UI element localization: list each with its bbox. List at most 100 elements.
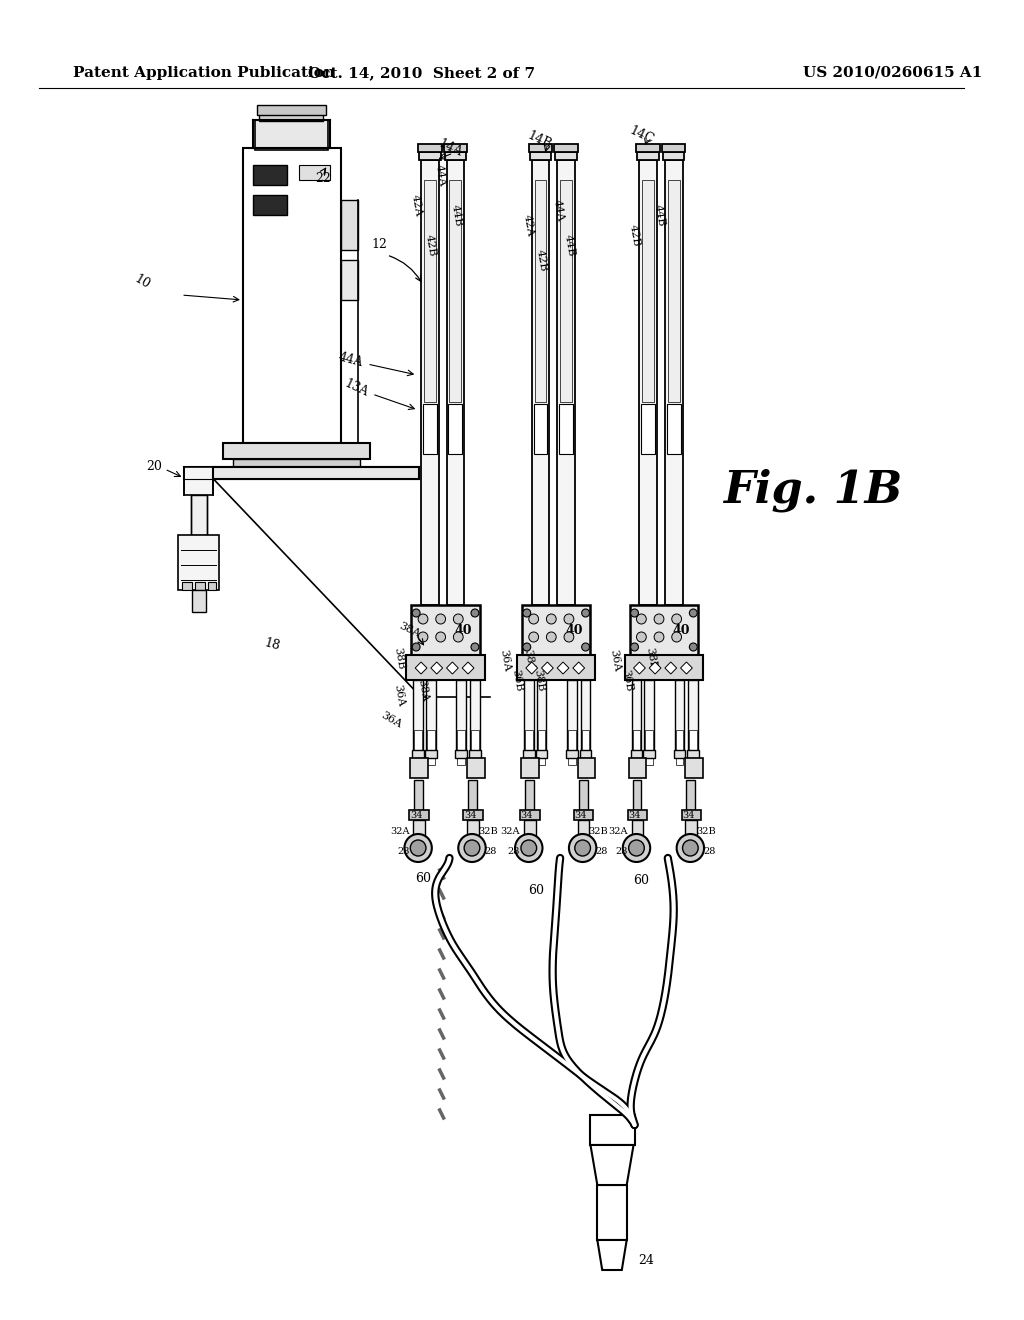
Bar bbox=[467, 820, 479, 845]
Circle shape bbox=[654, 632, 664, 642]
Bar bbox=[567, 680, 577, 750]
Circle shape bbox=[418, 614, 428, 624]
Text: 36A: 36A bbox=[499, 648, 512, 672]
Bar bbox=[682, 810, 701, 820]
Polygon shape bbox=[665, 663, 677, 675]
Text: 38B: 38B bbox=[531, 668, 546, 692]
Bar bbox=[233, 459, 360, 467]
Bar bbox=[449, 404, 462, 454]
Bar bbox=[524, 680, 534, 750]
Bar bbox=[523, 750, 535, 758]
Text: 40: 40 bbox=[455, 623, 472, 636]
Bar bbox=[418, 144, 441, 152]
Bar bbox=[457, 680, 466, 750]
Bar bbox=[625, 655, 703, 680]
Bar bbox=[414, 680, 423, 750]
Text: 32A: 32A bbox=[608, 828, 628, 837]
Text: 32A: 32A bbox=[501, 828, 520, 837]
Text: 14B: 14B bbox=[525, 129, 554, 152]
Bar bbox=[688, 680, 698, 750]
Polygon shape bbox=[597, 1239, 627, 1270]
Text: 34: 34 bbox=[682, 810, 694, 820]
Bar bbox=[208, 582, 216, 590]
Bar bbox=[410, 810, 429, 820]
Bar bbox=[566, 750, 578, 758]
Bar bbox=[426, 680, 436, 750]
Text: 32B: 32B bbox=[696, 828, 716, 837]
Bar bbox=[255, 120, 328, 150]
Circle shape bbox=[582, 643, 590, 651]
Text: 38A: 38A bbox=[522, 648, 536, 672]
Circle shape bbox=[582, 609, 590, 616]
Circle shape bbox=[521, 840, 537, 855]
Bar bbox=[557, 160, 574, 605]
Text: 13A: 13A bbox=[342, 376, 371, 399]
Bar bbox=[687, 750, 699, 758]
Polygon shape bbox=[415, 663, 427, 675]
Text: Oct. 14, 2010  Sheet 2 of 7: Oct. 14, 2010 Sheet 2 of 7 bbox=[307, 66, 535, 81]
Circle shape bbox=[404, 834, 432, 862]
Text: 32B: 32B bbox=[478, 828, 498, 837]
Bar bbox=[578, 820, 590, 845]
Text: 24: 24 bbox=[638, 1254, 654, 1266]
Bar bbox=[411, 758, 428, 777]
Bar bbox=[667, 404, 681, 454]
Bar bbox=[259, 114, 324, 121]
Bar bbox=[568, 730, 575, 766]
Text: 10: 10 bbox=[132, 272, 153, 292]
Text: 36A: 36A bbox=[392, 684, 406, 706]
Bar bbox=[446, 160, 464, 605]
Bar bbox=[631, 750, 642, 758]
Text: 36A: 36A bbox=[380, 710, 403, 730]
Text: 18: 18 bbox=[263, 636, 282, 653]
Bar bbox=[534, 404, 548, 454]
Circle shape bbox=[528, 614, 539, 624]
Bar bbox=[525, 730, 532, 766]
Bar bbox=[471, 730, 479, 766]
Bar bbox=[421, 160, 438, 605]
Text: 38B: 38B bbox=[391, 645, 406, 669]
Text: Patent Application Publication: Patent Application Publication bbox=[74, 66, 336, 81]
Bar bbox=[676, 730, 683, 766]
Polygon shape bbox=[542, 663, 553, 675]
Bar bbox=[582, 730, 590, 766]
Bar bbox=[663, 152, 684, 160]
Text: 38B: 38B bbox=[644, 645, 658, 669]
Bar bbox=[443, 144, 467, 152]
Bar bbox=[685, 820, 697, 845]
Bar bbox=[184, 467, 213, 495]
Bar bbox=[444, 152, 466, 160]
Circle shape bbox=[623, 834, 650, 862]
Bar bbox=[525, 780, 534, 810]
Text: 14C: 14C bbox=[627, 124, 655, 147]
Circle shape bbox=[672, 632, 682, 642]
Bar bbox=[522, 605, 591, 655]
Circle shape bbox=[564, 614, 573, 624]
Text: 28: 28 bbox=[397, 847, 410, 857]
Text: 28: 28 bbox=[703, 847, 716, 857]
Text: 34: 34 bbox=[520, 810, 534, 820]
Text: 44A: 44A bbox=[337, 351, 365, 370]
Bar bbox=[668, 180, 680, 403]
Bar bbox=[463, 810, 482, 820]
Bar bbox=[685, 758, 703, 777]
Text: 44B: 44B bbox=[563, 234, 577, 257]
Bar bbox=[341, 201, 358, 249]
Circle shape bbox=[464, 840, 480, 855]
Text: 28: 28 bbox=[595, 847, 607, 857]
Bar bbox=[662, 144, 685, 152]
Circle shape bbox=[436, 632, 445, 642]
Text: 36B: 36B bbox=[620, 668, 634, 692]
Bar bbox=[538, 730, 546, 766]
Circle shape bbox=[459, 834, 485, 862]
Circle shape bbox=[654, 614, 664, 624]
Bar bbox=[580, 750, 592, 758]
Circle shape bbox=[413, 643, 420, 651]
Text: US 2010/0260615 A1: US 2010/0260615 A1 bbox=[803, 66, 982, 81]
Bar bbox=[253, 165, 287, 185]
Bar bbox=[630, 605, 698, 655]
Circle shape bbox=[574, 840, 591, 855]
Bar bbox=[243, 148, 341, 444]
Bar bbox=[223, 444, 370, 459]
Circle shape bbox=[569, 834, 596, 862]
